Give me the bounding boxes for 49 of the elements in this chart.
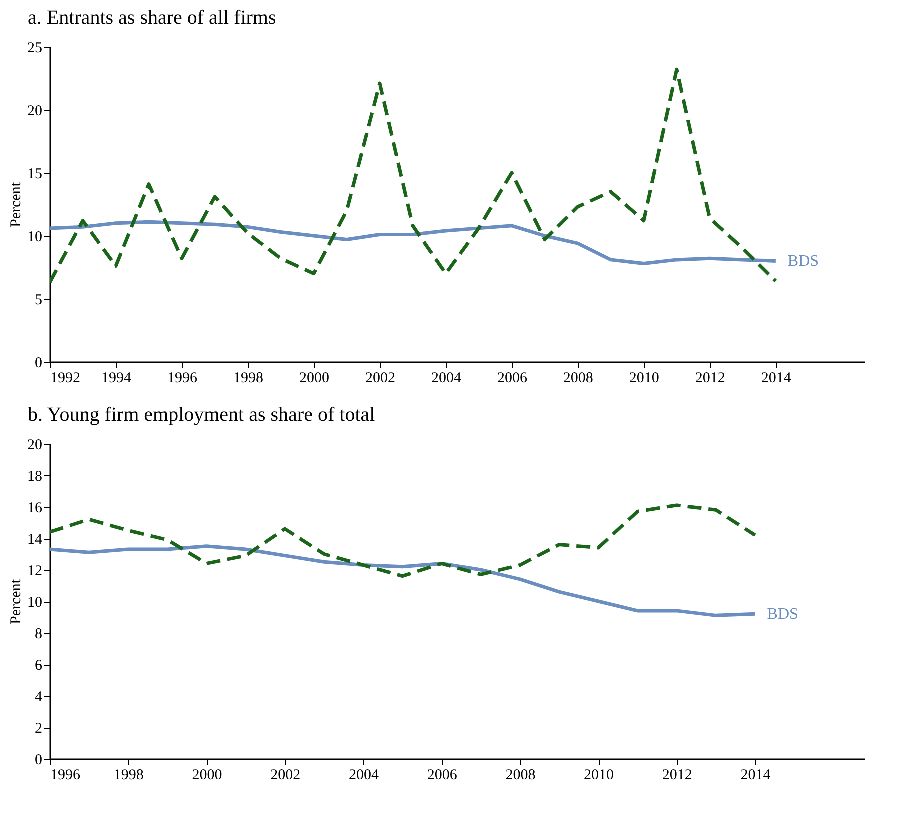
x-tick-label: 2002 [365,370,396,386]
y-tick-label: 14 [28,532,43,548]
x-tick-label: 2014 [740,768,772,784]
x-tick-label: 2012 [662,768,692,784]
x-tick-label: 2006 [427,768,458,784]
y-tick-label: 12 [28,564,42,580]
chart-title: a. Entrants as share of all firms [28,7,276,29]
y-tick-label: 18 [28,469,42,485]
y-tick-label: 10 [28,595,42,611]
x-tick-label: 2010 [584,768,614,784]
y-axis-title: Percent [8,182,24,228]
y-tick-label: 10 [28,230,42,246]
y-tick-label: 8 [35,626,42,642]
y-tick-label: 4 [35,690,43,706]
y-axis-title: Percent [8,578,24,624]
y-tick-label: 20 [28,438,42,454]
x-tick-label: 2000 [299,370,330,386]
x-tick-label: 2002 [270,768,301,784]
x-tick-label: 2006 [497,370,528,386]
x-tick-label: 1996 [167,370,198,386]
y-tick-label: 25 [28,40,42,56]
y-tick-label: 20 [28,104,42,120]
line-series [50,504,758,578]
y-tick-label: 15 [28,166,42,182]
line-series [50,220,778,266]
line-series [50,68,778,284]
x-tick-label: 2000 [192,768,222,784]
y-tick-label: 6 [35,658,43,674]
x-tick-label: 2004 [348,768,380,784]
y-tick-label: 2 [35,721,42,737]
y-tick-label: 16 [28,500,43,516]
x-tick-label: 1996 [50,768,81,784]
x-tick-label: 1992 [50,370,80,386]
x-tick-label: 2004 [431,370,462,386]
x-tick-label: 2008 [563,370,594,386]
y-tick-label: 0 [35,356,42,372]
series-label: BDS [767,606,798,624]
x-tick-label: 1998 [233,370,264,386]
line-series [50,544,758,618]
x-tick-label: 1994 [101,370,132,386]
y-tick-label: 0 [35,752,42,768]
series-label: BDS [788,253,820,270]
x-tick-label: 2008 [506,768,536,784]
chart-title: b. Young firm employment as share of total [28,404,376,426]
x-tick-label: 2010 [629,370,660,386]
x-tick-label: 2014 [761,370,792,386]
x-tick-label: 1998 [114,768,144,784]
x-tick-label: 2012 [695,370,726,386]
y-tick-label: 5 [35,292,42,308]
